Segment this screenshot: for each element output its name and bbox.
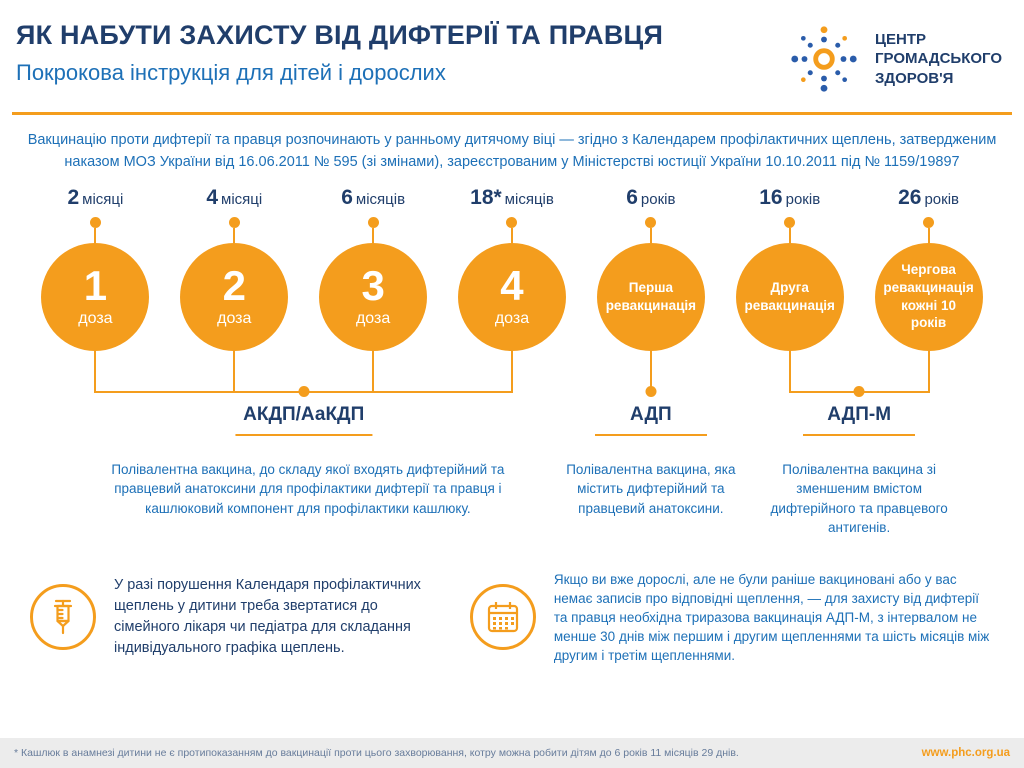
timeline-stem — [649, 227, 652, 243]
connector-line — [649, 350, 652, 393]
dose-label: доза — [355, 310, 391, 327]
logo-line-1: ЦЕНТР — [875, 30, 926, 48]
connector-line — [511, 350, 513, 393]
vaccine-description-akdp: Полівалентна вакцина, до складу якої вхо… — [111, 461, 505, 516]
age-label: 6 місяців — [341, 185, 406, 209]
connector-dot — [853, 386, 865, 397]
callout-adult-vaccination: Якщо ви вже дорослі, але не були раніше … — [469, 570, 994, 666]
syringe-icon — [53, 600, 73, 635]
vaccine-group-label-adp-m: АДП-М — [803, 404, 916, 436]
orange-divider — [12, 112, 1012, 115]
page-subtitle: Покрокова інструкція для дітей і доросли… — [16, 60, 446, 85]
bracket-connectors — [26, 350, 998, 397]
revaccination-circle: Чергова ревакцинація кожні 10 років — [874, 242, 983, 351]
calendar-icon-circle — [469, 584, 536, 651]
website-link[interactable]: www.phc.org.ua — [921, 747, 1010, 759]
callout-missed-schedule-text: У разі порушення Календаря профілактични… — [114, 577, 421, 657]
phc-logo: ЦЕНТР ГРОМАДСЬКОГО ЗДОРОВ'Я — [785, 20, 1002, 98]
timeline-stem — [788, 227, 791, 243]
header: ЯК НАБУТИ ЗАХИСТУ ВІД ДИФТЕРІЇ ТА ПРАВЦЯ… — [0, 0, 1024, 106]
vaccine-group-label-akdp: АКДП/АаКДП — [235, 404, 373, 436]
vaccine-group-descriptions: Полівалентна вакцина, до складу якої вхо… — [26, 460, 998, 564]
vaccine-description-adp-m: Полівалентна вакцина зі зменшеним вмісто… — [770, 461, 948, 536]
dose-circle: 3 доза — [319, 242, 428, 351]
dose-label: доза — [78, 310, 113, 327]
timeline-stem — [233, 227, 236, 243]
timeline-dot — [367, 216, 379, 228]
footer: * Кашлюк в анамнезі дитини не є протипок… — [0, 738, 1024, 768]
timeline-stem — [927, 227, 930, 243]
timeline-item-dose-4: 18* місяців 4 доза — [443, 186, 582, 351]
connector-line — [233, 350, 236, 393]
callouts: У разі порушення Календаря профілактични… — [0, 564, 1024, 666]
dose-number: 4 — [500, 262, 524, 309]
callout-missed-schedule: У разі порушення Календаря профілактични… — [30, 570, 442, 666]
timeline-columns: 2 місяці 1 доза 4 місяці 2 доза 6 місяців — [26, 186, 998, 351]
timeline-dot — [784, 216, 796, 228]
callout-adult-vaccination-text: Якщо ви вже дорослі, але не були раніше … — [553, 571, 990, 664]
timeline-stem — [510, 227, 513, 243]
timeline-dot — [89, 216, 101, 228]
age-label: 18* місяців — [470, 185, 554, 209]
timeline-item-dose-1: 2 місяці 1 доза — [26, 186, 165, 351]
logo-line-3: ЗДОРОВ'Я — [875, 69, 954, 87]
dose-circle: 1 доза — [41, 242, 150, 351]
age-label: 6 років — [626, 185, 676, 209]
timeline-item-revacc-1: 6 років Перша ревакцинація — [581, 186, 720, 351]
footnote-text: * Кашлюк в анамнезі дитини не є протипок… — [14, 747, 739, 759]
page-title: ЯК НАБУТИ ЗАХИСТУ ВІД ДИФТЕРІЇ ТА ПРАВЦЯ — [16, 20, 664, 50]
vaccine-group-labels: АКДП/АаКДП АДП АДП-М — [26, 404, 998, 448]
dose-circle: 4 доза — [457, 242, 566, 351]
connector-line — [372, 350, 375, 393]
dose-number: 2 — [222, 262, 246, 309]
connector-line — [927, 350, 930, 393]
revaccination-label: Перша ревакцинація — [605, 279, 697, 313]
timeline-stem — [372, 227, 375, 243]
calendar-icon — [487, 602, 518, 633]
age-label: 16 років — [759, 185, 821, 209]
syringe-icon-circle — [30, 584, 96, 651]
connector-dot — [645, 386, 657, 397]
dose-label: доза — [494, 310, 530, 327]
revaccination-circle: Друга ревакцинація — [735, 242, 844, 351]
dose-number: 1 — [83, 262, 108, 309]
vaccine-description-adp: Полівалентна вакцина, яка містить дифтер… — [566, 461, 736, 516]
revaccination-label: Чергова ревакцинація кожні 10 років — [883, 262, 974, 331]
timeline-dot — [506, 216, 518, 228]
connector-line — [788, 350, 791, 393]
dose-label: доза — [217, 310, 252, 327]
phc-logo-icon — [791, 26, 857, 92]
timeline-item-dose-3: 6 місяців 3 доза — [304, 186, 443, 351]
age-label: 4 місяці — [206, 185, 263, 209]
timeline-item-dose-2: 4 місяці 2 доза — [165, 186, 304, 351]
connector-line — [94, 350, 97, 393]
header-text-block: ЯК НАБУТИ ЗАХИСТУ ВІД ДИФТЕРІЇ ТА ПРАВЦЯ… — [16, 20, 663, 86]
timeline-item-revacc-recurring: 26 років Чергова ревакцинація кожні 10 ро… — [859, 186, 998, 351]
connector-dot — [298, 386, 310, 397]
timeline-stem — [94, 227, 97, 243]
vaccine-group-label-adp: АДП — [594, 404, 707, 436]
timeline-item-revacc-2: 16 років Друга ревакцинація — [720, 186, 859, 351]
vaccination-timeline: 2 місяці 1 доза 4 місяці 2 доза 6 місяців — [26, 186, 998, 397]
age-label: 2 місяці — [67, 185, 124, 209]
intro-text: Вакцинацію проти дифтерії та правця розп… — [27, 132, 997, 170]
timeline-dot — [228, 216, 240, 228]
revaccination-circle: Перша ревакцинація — [596, 242, 705, 351]
age-label: 26 років — [898, 185, 960, 209]
phc-logo-text: ЦЕНТР ГРОМАДСЬКОГО ЗДОРОВ'Я — [875, 30, 1002, 89]
logo-line-2: ГРОМАДСЬКОГО — [875, 50, 1002, 68]
revaccination-label: Друга ревакцинація — [744, 279, 835, 313]
timeline-dot — [923, 216, 935, 228]
dose-circle: 2 доза — [180, 242, 289, 351]
timeline-dot — [645, 216, 657, 228]
dose-number: 3 — [361, 262, 385, 309]
